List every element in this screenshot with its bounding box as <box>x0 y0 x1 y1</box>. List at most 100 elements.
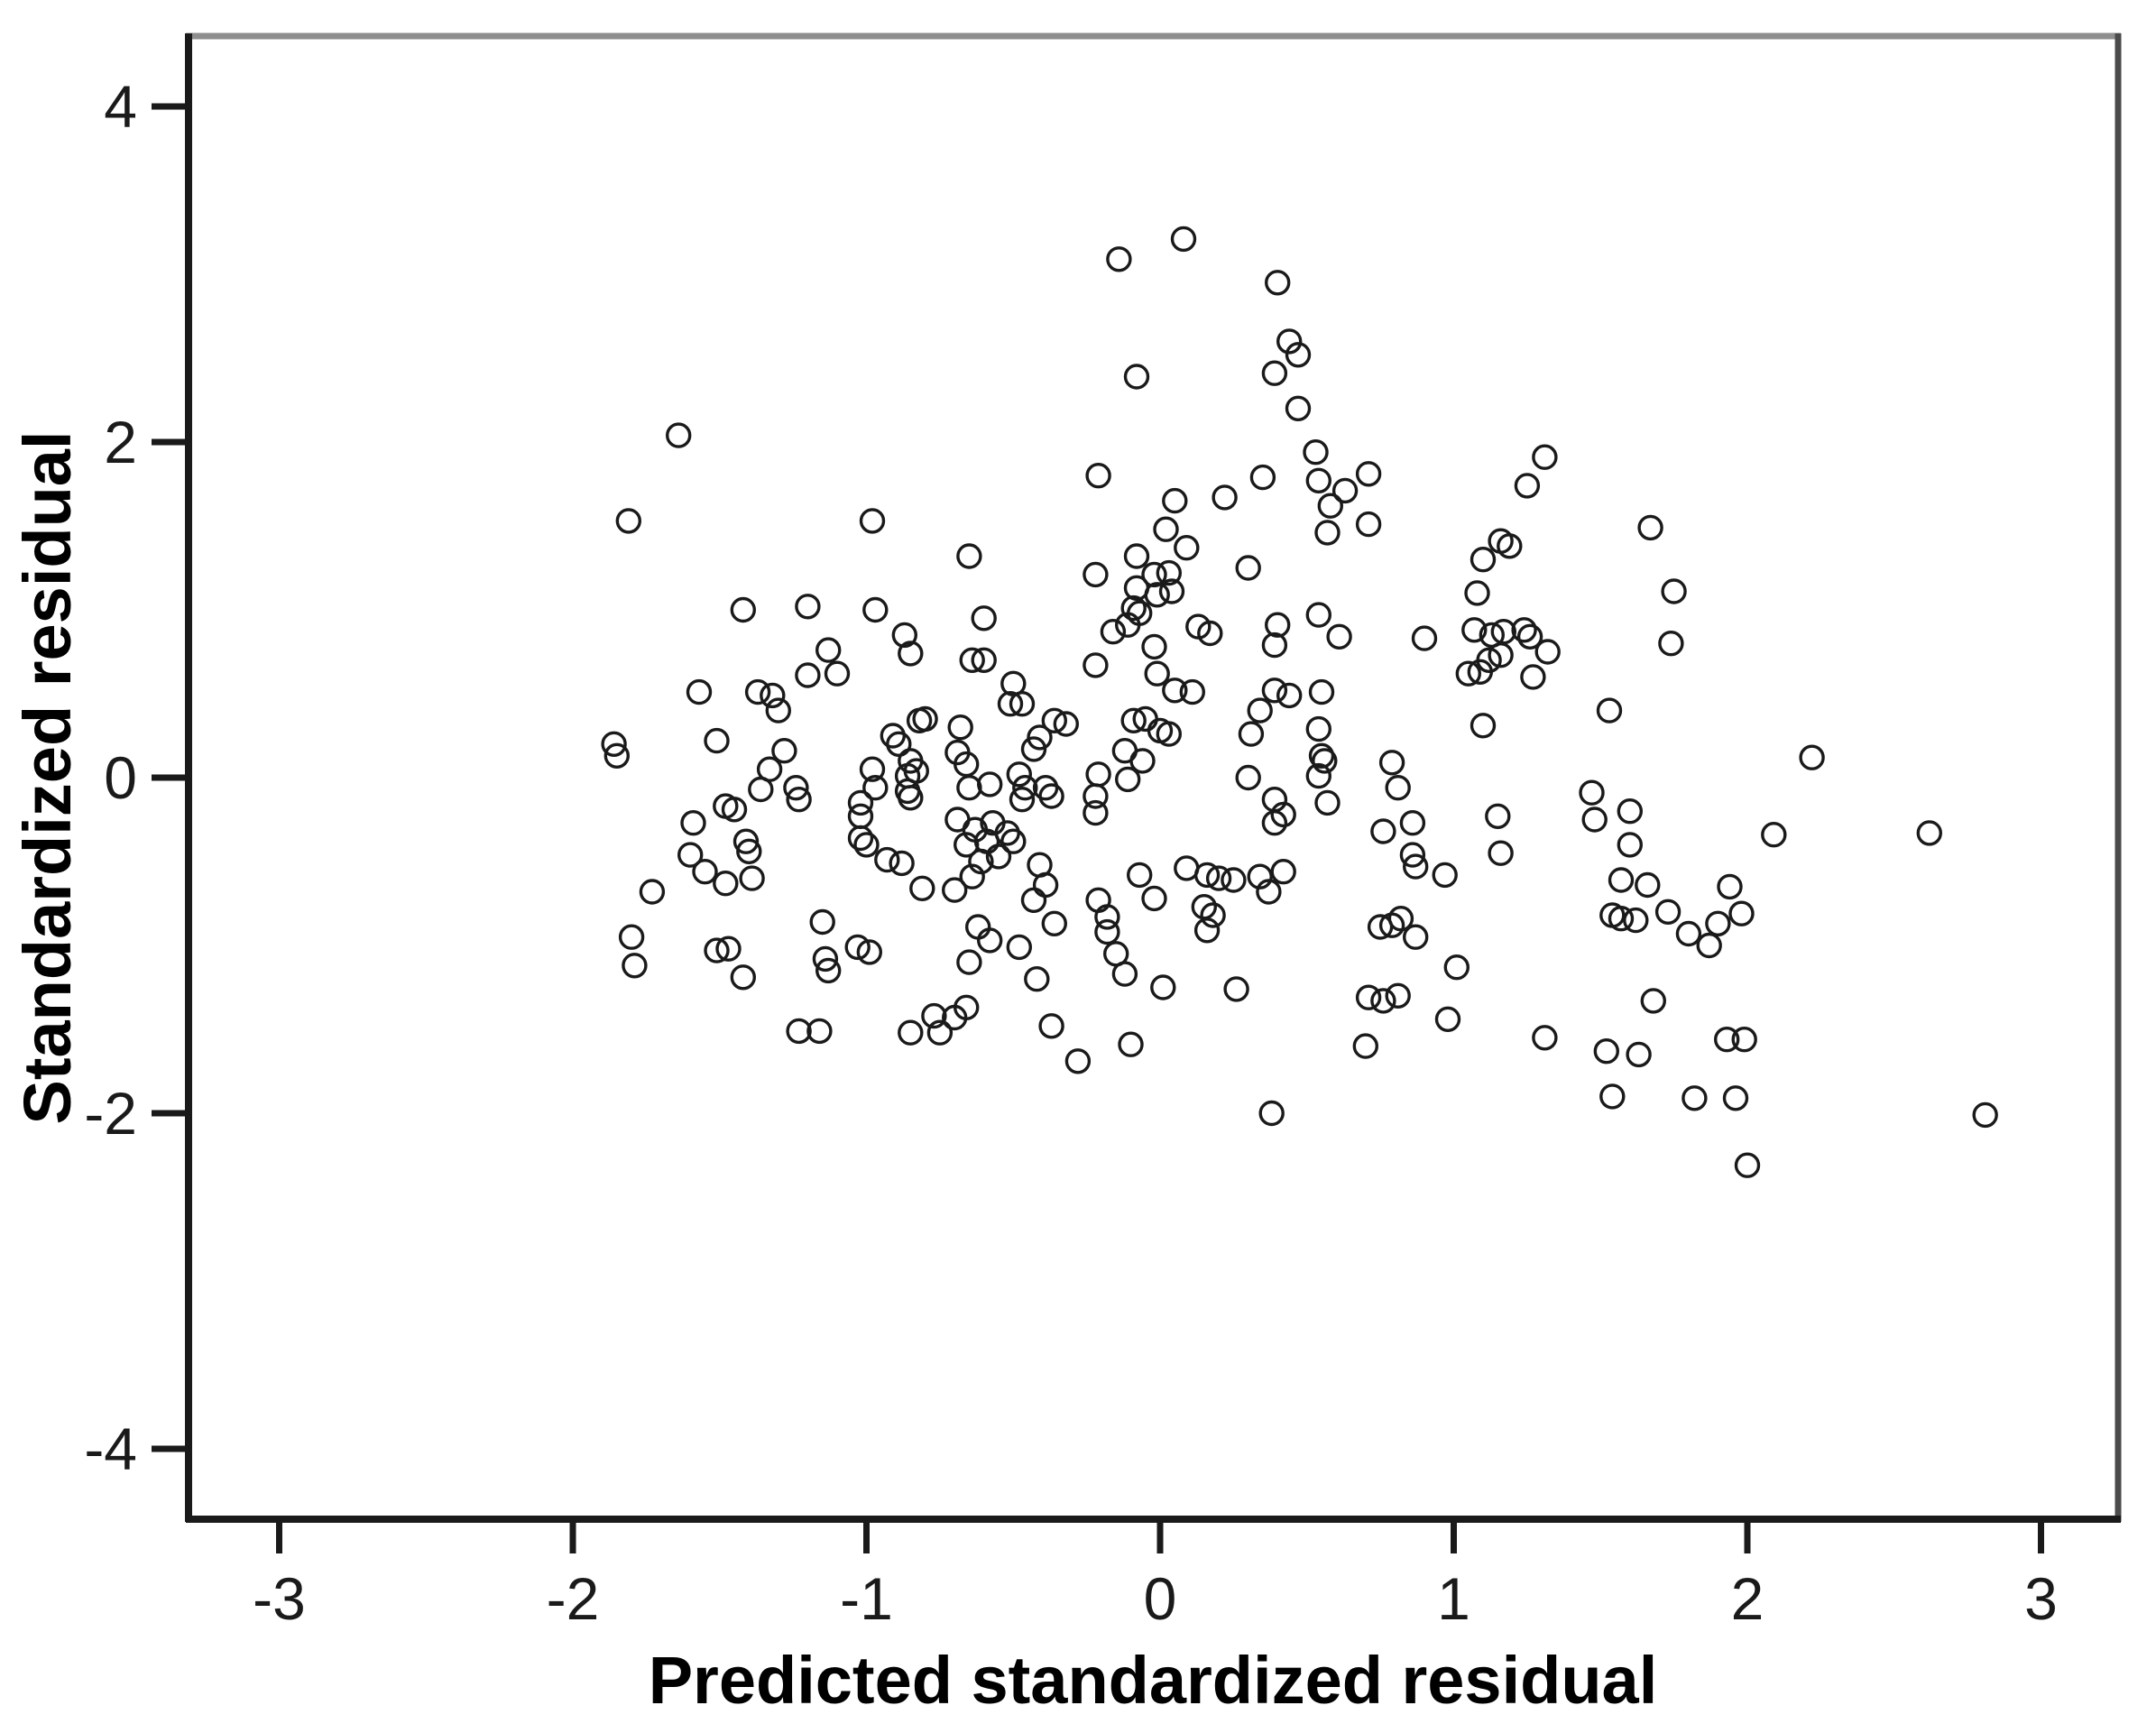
data-point <box>1038 783 1064 809</box>
data-point <box>1129 748 1156 774</box>
data-point <box>1256 879 1282 905</box>
data-point <box>622 953 648 979</box>
data-point <box>1156 721 1183 747</box>
data-point <box>1141 885 1167 912</box>
data-point <box>1355 511 1382 538</box>
data-point <box>968 848 994 875</box>
data-point <box>1355 984 1382 1010</box>
data-point <box>1126 600 1153 626</box>
x-axis-title: Predicted standardized residual <box>649 1643 1658 1718</box>
data-point <box>1722 1085 1749 1111</box>
data-point <box>1094 904 1120 930</box>
data-point <box>1617 798 1644 825</box>
data-point <box>1261 631 1288 659</box>
data-point <box>1158 578 1185 604</box>
data-point <box>1681 1085 1708 1111</box>
data-point <box>1024 965 1050 992</box>
data-point <box>815 957 842 984</box>
data-point <box>1305 467 1332 493</box>
data-point <box>1467 659 1494 685</box>
data-point <box>1200 902 1226 928</box>
x-axis-ticks: -3 -2 -1 0 1 2 3 <box>253 1519 2058 1632</box>
data-point <box>1020 887 1047 913</box>
data-point <box>1326 623 1352 650</box>
data-point <box>1085 463 1111 489</box>
data-point <box>1314 789 1341 816</box>
data-point <box>1126 862 1153 889</box>
data-point <box>1317 493 1344 519</box>
data-point <box>666 422 692 448</box>
data-point <box>1635 871 1661 899</box>
data-point <box>1238 721 1265 747</box>
data-point <box>971 605 997 631</box>
data-point <box>1305 762 1332 789</box>
data-point <box>806 1018 833 1045</box>
data-point <box>601 731 627 757</box>
data-point <box>1705 910 1731 936</box>
data-point <box>1212 484 1238 511</box>
data-point <box>1009 787 1036 813</box>
data-point <box>1399 810 1426 836</box>
data-point <box>1761 822 1787 848</box>
data-point <box>615 508 641 534</box>
data-point <box>1799 744 1825 770</box>
data-point <box>886 731 912 757</box>
data-point <box>815 637 842 663</box>
data-point <box>1305 602 1332 628</box>
data-point <box>704 937 730 963</box>
data-point <box>603 742 630 769</box>
data-point <box>1020 736 1047 762</box>
x-tick-label: -3 <box>253 1565 306 1632</box>
data-point <box>1258 1100 1285 1127</box>
data-point <box>1402 924 1429 950</box>
y-tick-label: -2 <box>84 1080 137 1147</box>
data-point <box>959 863 985 890</box>
data-point <box>1532 1025 1558 1051</box>
data-point <box>730 596 756 623</box>
data-point <box>1520 664 1546 690</box>
data-point <box>786 787 812 813</box>
data-point <box>715 936 742 962</box>
y-tick-label: 4 <box>104 73 137 140</box>
data-point <box>1402 853 1429 880</box>
data-point <box>1617 832 1644 858</box>
data-point <box>941 877 968 903</box>
data-point <box>889 850 915 877</box>
data-point <box>1235 555 1261 581</box>
data-point <box>744 678 771 705</box>
data-point <box>1235 764 1261 791</box>
data-point <box>1916 820 1943 846</box>
data-point <box>1162 487 1188 514</box>
data-point <box>1485 803 1511 829</box>
data-point <box>1352 1033 1379 1059</box>
data-point <box>1308 678 1335 705</box>
data-point <box>1464 580 1490 606</box>
data-point <box>1156 559 1183 586</box>
data-point <box>736 838 762 864</box>
data-point <box>1314 520 1341 546</box>
data-point <box>1276 328 1303 355</box>
data-point <box>921 1002 947 1029</box>
data-point <box>862 775 889 801</box>
data-point <box>1312 748 1338 774</box>
x-tick-label: -2 <box>547 1565 600 1632</box>
data-point <box>1141 561 1167 588</box>
data-point <box>1106 246 1132 272</box>
data-point <box>1579 779 1605 806</box>
data-point <box>1488 840 1514 866</box>
data-point <box>1285 342 1312 368</box>
data-point <box>1370 818 1396 844</box>
data-point <box>1012 775 1038 801</box>
x-tick-label: 3 <box>2024 1565 2058 1632</box>
data-point <box>1111 961 1138 987</box>
data-point <box>1009 691 1036 717</box>
data-point <box>1455 660 1482 687</box>
x-tick-label: 1 <box>1437 1565 1470 1632</box>
data-points-group <box>601 226 1998 1178</box>
data-point <box>1193 917 1221 944</box>
data-point <box>847 803 874 829</box>
data-point <box>1144 582 1170 608</box>
data-point <box>1053 711 1080 737</box>
